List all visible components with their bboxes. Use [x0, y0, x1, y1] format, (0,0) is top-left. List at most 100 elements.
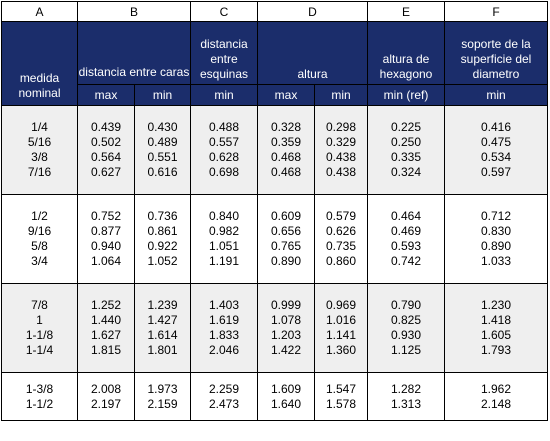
cell-d-min: 0.298 0.329 0.438 0.438 [314, 105, 368, 195]
cell-b-max: 2.008 2.197 [77, 372, 135, 421]
cell-value: 1.793 [480, 343, 512, 357]
cell-value: 1.016 [325, 313, 357, 327]
cell-value: 3/4 [31, 254, 48, 268]
cell-value: 0.698 [208, 165, 240, 179]
subheader-e-min: min (ref) [367, 84, 445, 106]
header-hex-height: altura de hexagono [367, 21, 445, 85]
cell-value: 0.335 [390, 150, 422, 164]
cell-value: 1.360 [325, 343, 357, 357]
cell-value: 0.752 [90, 209, 122, 223]
cell-value: 0.438 [325, 150, 357, 164]
cell-nominal: 1/2 9/16 5/8 3/4 [1, 194, 78, 284]
cell-value: 9/16 [27, 224, 52, 238]
cell-value: 0.656 [270, 224, 302, 238]
cell-value: 0.790 [390, 298, 422, 312]
column-letter-e: E [367, 1, 445, 22]
cell-value: 1.239 [147, 298, 178, 312]
cell-value: 0.489 [147, 135, 178, 149]
cell-value: 0.765 [270, 239, 302, 253]
cell-value: 0.359 [270, 135, 302, 149]
cell-value: 1.064 [90, 254, 122, 268]
column-letter-row: A B C D E F [1, 1, 548, 22]
cell-value: 2.148 [480, 396, 512, 411]
cell-nominal: 1/4 5/16 3/8 7/16 [1, 105, 78, 195]
cell-d-max: 0.328 0.359 0.468 0.468 [257, 105, 315, 195]
cell-value: 0.488 [208, 120, 240, 134]
cell-b-max: 1.252 1.440 1.627 1.815 [77, 283, 135, 373]
cell-value: 1.962 [480, 381, 512, 396]
cell-value: 0.597 [480, 165, 512, 179]
cell-value: 0.430 [147, 120, 178, 134]
cell-value: 7/8 [31, 298, 48, 312]
cell-value: 0.840 [208, 209, 240, 223]
cell-value: 1.078 [270, 313, 302, 327]
cell-value: 1.203 [270, 328, 302, 342]
table-row: 1/4 5/16 3/8 7/16 0.439 0.502 0.564 0.627 0.430 0… [1, 105, 548, 195]
cell-b-min: 0.430 0.489 0.551 0.616 [134, 105, 191, 195]
cell-value: 0.534 [480, 150, 512, 164]
subheader-d-min: min [314, 84, 368, 106]
cell-b-min: 1.239 1.427 1.614 1.801 [134, 283, 191, 373]
cell-value: 1.125 [390, 343, 422, 357]
cell-value: 1.578 [325, 396, 357, 411]
cell-value: 1.614 [147, 328, 178, 342]
cell-value: 0.329 [325, 135, 357, 149]
cell-value: 0.464 [390, 209, 422, 223]
table-row: 1-3/8 1-1/2 2.008 2.197 1.973 2.159 2.259 2.473… [1, 372, 548, 421]
cell-value: 1.973 [147, 381, 178, 396]
cell-value: 0.469 [390, 224, 422, 238]
cell-value: 1.051 [208, 239, 240, 253]
cell-value: 0.627 [90, 165, 122, 179]
cell-d-max: 1.609 1.640 [257, 372, 315, 421]
cell-value: 0.930 [390, 328, 422, 342]
cell-c-min: 0.840 0.982 1.051 1.191 [190, 194, 258, 284]
cell-value: 1.282 [390, 381, 422, 396]
cell-value: 1.252 [90, 298, 122, 312]
cell-value: 1/4 [31, 120, 48, 134]
cell-value: 1.052 [147, 254, 178, 268]
cell-value: 1.033 [480, 254, 512, 268]
cell-value: 1.422 [270, 343, 302, 357]
cell-value: 1-1/8 [25, 328, 54, 342]
cell-value: 2.473 [208, 396, 240, 411]
cell-value: 0.860 [325, 254, 357, 268]
cell-value: 1-1/2 [25, 396, 54, 411]
cell-e-min: 0.464 0.469 0.593 0.742 [367, 194, 445, 284]
cell-value: 0.416 [480, 120, 512, 134]
cell-value: 0.736 [147, 209, 178, 223]
cell-value: 1-1/4 [25, 343, 54, 357]
cell-nominal: 7/8 1 1-1/8 1-1/4 [1, 283, 78, 373]
subheader-b-max: max [77, 84, 135, 106]
table-row: 1/2 9/16 5/8 3/4 0.752 0.877 0.940 1.064 0.736 0.… [1, 194, 548, 284]
table-row: 7/8 1 1-1/8 1-1/4 1.252 1.440 1.627 1.815 1.239 1… [1, 283, 548, 373]
cell-d-min: 1.547 1.578 [314, 372, 368, 421]
cell-value: 0.969 [325, 298, 357, 312]
cell-f-min: 1.962 2.148 [444, 372, 548, 421]
cell-d-max: 0.609 0.656 0.765 0.890 [257, 194, 315, 284]
cell-value: 1.627 [90, 328, 122, 342]
cell-value: 1.619 [208, 313, 240, 327]
cell-value: 2.197 [90, 396, 122, 411]
cell-value: 5/16 [27, 135, 52, 149]
cell-value: 0.324 [390, 165, 422, 179]
column-letter-c: C [190, 1, 258, 22]
cell-c-min: 1.403 1.619 1.833 2.046 [190, 283, 258, 373]
cell-value: 0.626 [325, 224, 357, 238]
cell-value: 1.815 [90, 343, 122, 357]
cell-value: 1-3/8 [25, 381, 54, 396]
cell-value: 1.230 [480, 298, 512, 312]
cell-f-min: 1.230 1.418 1.605 1.793 [444, 283, 548, 373]
cell-value: 0.628 [208, 150, 240, 164]
header-nominal-text: medida nominal [18, 71, 61, 100]
cell-value: 2.008 [90, 381, 122, 396]
cell-value: 0.475 [480, 135, 512, 149]
cell-b-max: 0.439 0.502 0.564 0.627 [77, 105, 135, 195]
subheader-c-min: min [190, 84, 258, 106]
cell-value: 1.440 [90, 313, 122, 327]
cell-value: 1.313 [390, 396, 422, 411]
cell-d-min: 0.579 0.626 0.735 0.860 [314, 194, 368, 284]
cell-value: 0.922 [147, 239, 178, 253]
subheader-f-min: min [444, 84, 548, 106]
cell-d-max: 0.999 1.078 1.203 1.422 [257, 283, 315, 373]
cell-value: 0.551 [147, 150, 178, 164]
